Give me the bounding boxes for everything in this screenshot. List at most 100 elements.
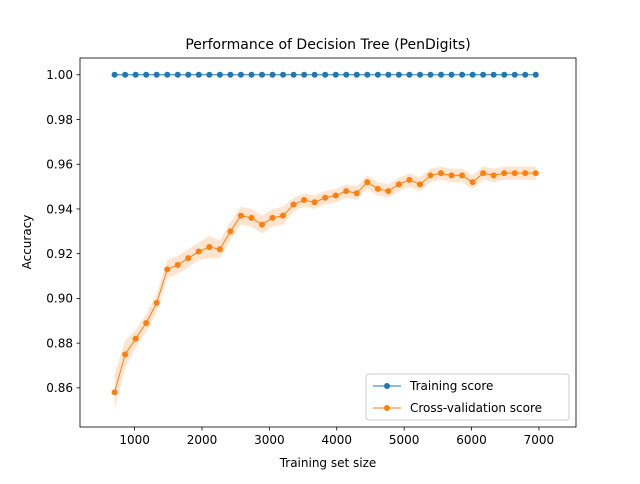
training-point (132, 71, 139, 78)
cv-point (416, 181, 423, 188)
training-point (416, 71, 423, 78)
training-point (364, 71, 371, 78)
legend-cv-label: Cross-validation score (410, 401, 542, 415)
cv-point (237, 212, 244, 219)
axes-frame (79, 57, 577, 428)
cv-point (269, 214, 276, 221)
training-point (248, 71, 255, 78)
training-point (395, 71, 402, 78)
cv-point (448, 172, 455, 179)
y-axis-label: Accuracy (20, 215, 34, 270)
x-tick-label: 6000 (456, 433, 487, 447)
cv-point (353, 190, 360, 197)
training-point (290, 71, 297, 78)
training-point (511, 71, 518, 78)
cv-point (111, 389, 118, 396)
training-point (490, 71, 497, 78)
training-point (448, 71, 455, 78)
training-point (353, 71, 360, 78)
training-point (522, 71, 529, 78)
training-point (311, 71, 318, 78)
cv-point (374, 185, 381, 192)
training-point (406, 71, 413, 78)
x-tick-label: 7000 (524, 433, 555, 447)
training-point (501, 71, 508, 78)
legend-cv-marker (384, 405, 390, 411)
cv-point (501, 170, 508, 177)
cv-point (185, 255, 192, 262)
y-tick-label: 0.96 (46, 158, 73, 172)
legend: Training score Cross-validation score (365, 373, 570, 421)
cv-point (206, 243, 213, 250)
cv-point (480, 170, 487, 177)
y-axis: 0.86 0.88 0.90 0.92 0.94 0.96 0.98 1.00 (46, 68, 80, 395)
cv-point (195, 248, 202, 255)
cv-point (174, 261, 181, 268)
y-tick-label: 0.94 (46, 202, 73, 216)
cv-point (406, 176, 413, 183)
cv-point (216, 246, 223, 253)
training-point (143, 71, 150, 78)
cv-point (227, 228, 234, 235)
y-tick-label: 1.00 (46, 68, 73, 82)
y-tick-label: 0.98 (46, 113, 73, 127)
training-point (469, 71, 476, 78)
legend-box (365, 373, 570, 421)
training-point (332, 71, 339, 78)
cv-point (122, 351, 129, 358)
training-point (438, 71, 445, 78)
cv-point (164, 266, 171, 273)
training-point (480, 71, 487, 78)
cv-point (280, 212, 287, 219)
cv-point (459, 172, 466, 179)
training-point (206, 71, 213, 78)
x-tick-label: 5000 (389, 433, 420, 447)
cv-point (385, 188, 392, 195)
cv-point (427, 172, 434, 179)
training-point (122, 71, 129, 78)
training-point (301, 71, 308, 78)
cv-point (290, 201, 297, 208)
cv-point (469, 179, 476, 186)
training-point (322, 71, 329, 78)
cv-point (332, 192, 339, 199)
training-point (185, 71, 192, 78)
cv-point (322, 194, 329, 201)
legend-training-marker (384, 383, 390, 389)
cv-point (132, 335, 139, 342)
training-point (385, 71, 392, 78)
training-point (459, 71, 466, 78)
training-point (269, 71, 276, 78)
x-tick-label: 1000 (119, 433, 150, 447)
x-tick-label: 2000 (187, 433, 218, 447)
legend-training-label: Training score (409, 379, 493, 393)
training-point (216, 71, 223, 78)
training-point (164, 71, 171, 78)
cv-point (364, 179, 371, 186)
x-tick-label: 4000 (321, 433, 352, 447)
y-tick-label: 0.86 (46, 381, 73, 395)
cv-point (248, 214, 255, 221)
y-tick-label: 0.88 (46, 336, 73, 350)
x-axis: 1000 2000 3000 4000 5000 6000 7000 (119, 427, 554, 447)
training-point (111, 71, 118, 78)
cv-point (301, 197, 308, 204)
cv-point (511, 170, 518, 177)
training-point (195, 71, 202, 78)
cv-point (311, 199, 318, 206)
cv-point (343, 188, 350, 195)
cv-point (438, 170, 445, 177)
training-point (343, 71, 350, 78)
cv-point (395, 181, 402, 188)
cv-point (522, 170, 529, 177)
plot-area (111, 71, 539, 411)
chart-title: Performance of Decision Tree (PenDigits) (185, 37, 470, 53)
cv-point (259, 221, 266, 228)
y-tick-label: 0.92 (46, 247, 73, 261)
x-axis-label: Training set size (279, 456, 377, 470)
y-tick-label: 0.90 (46, 292, 73, 306)
training-point (427, 71, 434, 78)
cv-point (490, 172, 497, 179)
training-point (532, 71, 539, 78)
